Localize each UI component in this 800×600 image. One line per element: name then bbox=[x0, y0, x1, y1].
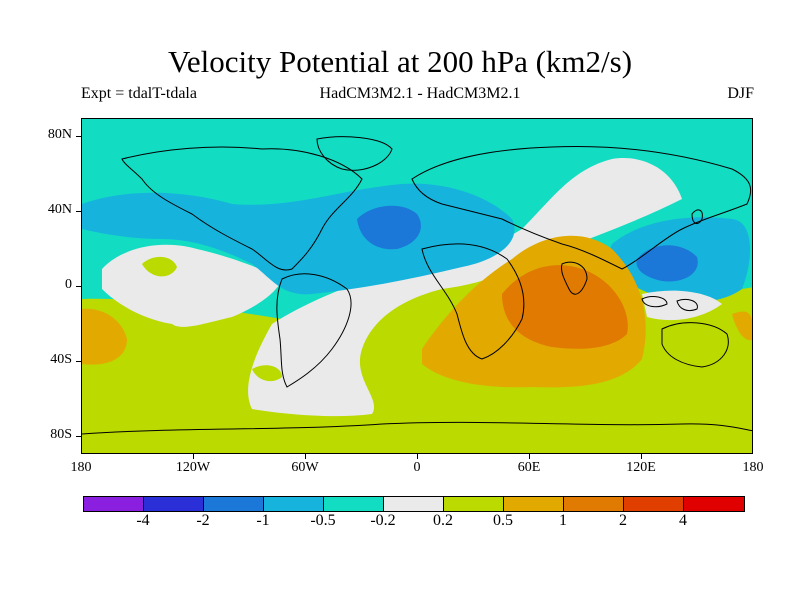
lat-label-80s: 80S bbox=[50, 427, 72, 442]
field-orange-sepac bbox=[82, 308, 127, 365]
colorbar-label: -2 bbox=[196, 512, 210, 529]
colorbar-box bbox=[204, 497, 264, 511]
lon-label-120w: 120W bbox=[175, 460, 211, 475]
colorbar-box bbox=[624, 497, 684, 511]
colorbar-box bbox=[444, 497, 504, 511]
colorbar-label: 0.2 bbox=[433, 512, 453, 529]
lon-label-60w: 60W bbox=[291, 460, 319, 475]
lon-tick bbox=[305, 454, 306, 459]
colorbar-box bbox=[144, 497, 204, 511]
colorbar-label: 4 bbox=[679, 512, 687, 529]
field-yellow-patch bbox=[252, 365, 282, 382]
field-mid-atlantic bbox=[357, 205, 421, 250]
colorbar bbox=[83, 496, 745, 512]
field-mid-westpac bbox=[636, 245, 698, 282]
colorbar-box bbox=[384, 497, 444, 511]
field-neutral-atlantic bbox=[248, 158, 682, 417]
lon-label-180e: 180 bbox=[742, 460, 764, 475]
colorbar-box bbox=[684, 497, 744, 511]
lon-tick bbox=[641, 454, 642, 459]
lat-label-40s: 40S bbox=[50, 352, 72, 367]
season-label: DJF bbox=[727, 85, 754, 102]
lon-label-0: 0 bbox=[413, 460, 421, 475]
lat-label-eq: 0 bbox=[65, 277, 72, 292]
lat-tick bbox=[76, 211, 81, 212]
lat-tick bbox=[76, 361, 81, 362]
field-yellow-patch bbox=[142, 256, 177, 277]
lat-tick bbox=[76, 286, 81, 287]
colorbar-box bbox=[504, 497, 564, 511]
model-label: HadCM3M2.1 - HadCM3M2.1 bbox=[319, 85, 521, 102]
colorbar-label: 1 bbox=[559, 512, 567, 529]
lon-label-120e: 120E bbox=[626, 460, 656, 475]
lat-label-80n: 80N bbox=[47, 127, 72, 142]
colorbar-label: -4 bbox=[136, 512, 150, 529]
colorbar-label: -0.2 bbox=[370, 512, 396, 529]
lon-tick bbox=[193, 454, 194, 459]
colorbar-box bbox=[264, 497, 324, 511]
lon-label-180w: 180 bbox=[70, 460, 92, 475]
experiment-label: Expt = tdalT-tdala bbox=[81, 85, 197, 102]
colorbar-label: 0.5 bbox=[493, 512, 513, 529]
lat-label-40n: 40N bbox=[47, 202, 72, 217]
lat-tick bbox=[76, 136, 81, 137]
map-title: Velocity Potential at 200 hPa (km2/s) bbox=[167, 44, 633, 79]
lat-tick bbox=[76, 436, 81, 437]
colorbar-label: 2 bbox=[619, 512, 627, 529]
colorbar-label: -1 bbox=[256, 512, 270, 529]
lon-label-60e: 60E bbox=[517, 460, 541, 475]
colorbar-box bbox=[324, 497, 384, 511]
map-panel bbox=[81, 118, 753, 454]
colorbar-box bbox=[564, 497, 624, 511]
colorbar-label: -0.5 bbox=[310, 512, 336, 529]
contour-map bbox=[82, 119, 752, 453]
field-darkorange-core bbox=[502, 265, 628, 349]
lon-tick bbox=[529, 454, 530, 459]
field-orange-east bbox=[732, 311, 752, 341]
lon-tick bbox=[417, 454, 418, 459]
colorbar-box bbox=[84, 497, 144, 511]
coastlines bbox=[82, 136, 752, 435]
